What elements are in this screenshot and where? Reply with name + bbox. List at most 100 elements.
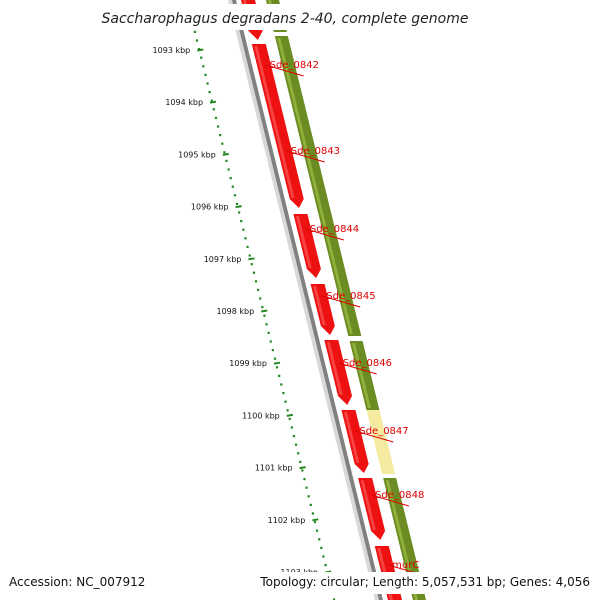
ruler-dot bbox=[282, 392, 285, 395]
ruler-tick bbox=[235, 205, 242, 209]
ruler-dot bbox=[235, 202, 239, 205]
cds-highlight bbox=[343, 412, 360, 463]
gene-leader-line bbox=[370, 494, 410, 507]
ruler-dot bbox=[267, 331, 270, 334]
ruler-dot bbox=[214, 116, 218, 119]
ruler-dot bbox=[221, 142, 224, 145]
ruler-dot bbox=[320, 546, 323, 549]
ruler-dot bbox=[278, 374, 281, 377]
ruler-dot bbox=[275, 366, 279, 369]
cog-highlight bbox=[277, 38, 353, 334]
ruler-dot bbox=[231, 185, 234, 188]
ruler-tick-label: 1102 kbp bbox=[268, 516, 306, 525]
ruler-dot bbox=[303, 478, 306, 481]
ruler-dot bbox=[233, 194, 237, 197]
gene-label[interactable]: Sde_0844 bbox=[310, 224, 359, 235]
backbone-line bbox=[232, 0, 384, 600]
ruler-dot bbox=[290, 426, 293, 429]
ruler-dot bbox=[297, 452, 300, 455]
gene-leader-line bbox=[286, 150, 325, 163]
gene-label[interactable]: murC bbox=[392, 560, 419, 571]
cog-highlight bbox=[385, 480, 418, 600]
ruler-tick-label: 1093 kbp bbox=[153, 46, 191, 55]
gene-tracks bbox=[228, 0, 427, 600]
ruler-tick bbox=[248, 257, 255, 261]
ruler-tick bbox=[299, 466, 306, 470]
genome-summary-text: Topology: circular; Length: 5,057,531 bp… bbox=[259, 575, 590, 589]
ruler-tick bbox=[273, 361, 281, 365]
ruler-dot bbox=[324, 564, 327, 567]
ruler-dot bbox=[269, 340, 272, 343]
ruler-dot bbox=[294, 443, 298, 446]
gene-label[interactable]: Sde_0845 bbox=[326, 291, 375, 302]
ruler-tick bbox=[222, 152, 229, 156]
ruler-dot bbox=[299, 460, 302, 463]
ruler-dot bbox=[195, 39, 199, 42]
gene-leader-line bbox=[355, 430, 394, 443]
ruler-tick-label: 1097 kbp bbox=[204, 255, 242, 264]
gene-labels: Sde_0842 Sde_0843 Sde_0844 Sde_0845 Sde_0846… bbox=[265, 60, 427, 577]
ruler-dot bbox=[265, 323, 268, 326]
gene-label[interactable]: Sde_0846 bbox=[343, 358, 392, 369]
ruler-tick bbox=[286, 413, 293, 417]
ruler-dot bbox=[229, 177, 232, 180]
ruler-tick-label: 1098 kbp bbox=[216, 307, 254, 316]
gene-leader-line bbox=[265, 64, 304, 77]
ruler-dot bbox=[284, 400, 287, 403]
ruler-dot bbox=[309, 503, 312, 506]
ruler-dot bbox=[315, 529, 319, 532]
ruler-tick bbox=[312, 518, 319, 522]
ruler-dot bbox=[332, 598, 336, 600]
ruler-dot bbox=[292, 435, 296, 438]
cds-highlight bbox=[313, 286, 326, 325]
ruler-dot bbox=[204, 73, 207, 76]
ruler-dot bbox=[263, 314, 266, 317]
accession-text: Accession: NC_007912 bbox=[9, 575, 145, 589]
ruler-dot bbox=[248, 254, 251, 257]
ruler-dot bbox=[280, 383, 283, 386]
ruler-dot bbox=[261, 306, 264, 309]
ruler-dot bbox=[286, 409, 289, 412]
ruler-tick-label: 1100 kbp bbox=[242, 411, 280, 420]
ruler-dot bbox=[288, 417, 291, 420]
ruler-dot bbox=[223, 151, 226, 154]
ruler-dot bbox=[250, 263, 253, 266]
ruler-dot bbox=[219, 134, 222, 137]
cds-highlight bbox=[326, 342, 343, 395]
ruler-dot bbox=[244, 237, 247, 240]
ruler-dot bbox=[271, 349, 274, 352]
cds-highlight bbox=[254, 46, 295, 198]
ruler-dot bbox=[246, 245, 249, 248]
ruler-tick-label: 1101 kbp bbox=[255, 464, 293, 473]
title-background bbox=[110, 4, 490, 30]
ruler-dot bbox=[254, 280, 258, 283]
ruler-tick bbox=[209, 100, 217, 104]
ruler-tick bbox=[197, 48, 204, 52]
ruler-tick-label: 1099 kbp bbox=[229, 359, 267, 368]
ruler-dot bbox=[257, 288, 260, 291]
ruler-tick bbox=[261, 309, 268, 313]
cog-feature bbox=[349, 341, 380, 410]
ruler-tick-label: 1095 kbp bbox=[178, 150, 216, 159]
gene-label[interactable]: Sde_0847 bbox=[359, 426, 408, 437]
ruler-dot bbox=[273, 357, 277, 360]
gene-leader-line bbox=[305, 228, 344, 241]
ruler-dot bbox=[242, 228, 245, 231]
gene-label[interactable]: Sde_0842 bbox=[270, 60, 319, 71]
ruler-dot bbox=[318, 538, 321, 541]
ruler-dot bbox=[200, 56, 203, 59]
ruler-dot bbox=[212, 108, 215, 111]
ruler-dot bbox=[206, 82, 209, 85]
ruler-dot bbox=[240, 220, 243, 223]
ruler-dot bbox=[225, 159, 228, 162]
ruler-dot bbox=[313, 521, 317, 524]
cds-highlight bbox=[295, 216, 312, 268]
gene-label[interactable]: Sde_0848 bbox=[375, 490, 424, 501]
gene-label[interactable]: Sde_0843 bbox=[291, 146, 340, 157]
gene-leader-line bbox=[322, 295, 361, 308]
ruler-dot bbox=[208, 91, 211, 94]
ruler-dot bbox=[322, 555, 325, 558]
cog-feature bbox=[366, 410, 396, 474]
footer-background bbox=[0, 572, 600, 594]
